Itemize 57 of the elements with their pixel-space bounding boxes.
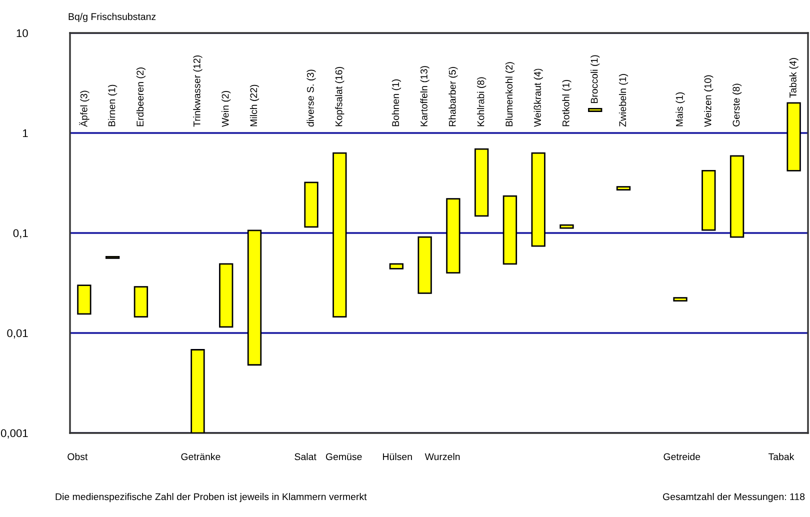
x-tick-label: Wein (2) <box>222 90 231 127</box>
x-tick-label: Rhabarber (5) <box>448 67 458 126</box>
bar <box>502 195 518 265</box>
x-tick-label: diverse S. (3) <box>306 70 316 127</box>
bar <box>730 155 744 238</box>
x-tick-label: Kohlrabi (8) <box>477 77 486 126</box>
bar <box>616 186 631 191</box>
y-tick-label: 0,1 <box>13 229 28 238</box>
x-tick-label: Gerste (8) <box>732 84 742 126</box>
bar <box>418 236 432 294</box>
bar <box>190 349 205 433</box>
x-tick-label: Erdbeeren (2) <box>136 68 146 126</box>
x-tick-label: Kopfsalat (16) <box>335 67 344 126</box>
x-tick-label: Bohnen (1) <box>392 79 401 126</box>
bar <box>134 286 148 318</box>
text: Tabak <box>768 453 794 460</box>
text: Gemüse <box>326 453 362 460</box>
bar <box>332 152 347 318</box>
bar <box>304 182 318 228</box>
bar <box>702 170 716 231</box>
bar <box>673 297 688 302</box>
x-tick-label: Blumenkohl (2) <box>505 62 514 126</box>
x-tick-label: Weißkraut (4) <box>534 68 543 127</box>
bar <box>786 102 801 172</box>
bar <box>77 284 92 315</box>
bar <box>389 263 404 270</box>
text: Obst <box>68 453 88 460</box>
x-tick-label: Rotkohl (1) <box>562 80 572 126</box>
y-tick-label: 1 <box>23 129 28 138</box>
text: Salat <box>294 453 316 460</box>
y-tick-label: 0,01 <box>7 329 28 338</box>
x-tick-label: Milch (22) <box>250 84 260 126</box>
bar <box>588 108 602 112</box>
x-tick-label: Tabak (4) <box>789 58 798 98</box>
text: Getränke <box>181 453 220 460</box>
x-tick-label: Mais (1) <box>676 92 685 126</box>
x-tick-label: Broccoli (1) <box>590 55 600 103</box>
bar <box>247 230 262 366</box>
x-tick-label: Trinkwasser (12) <box>193 56 202 127</box>
text: Gesamtzahl der Messungen: 118 <box>663 493 805 502</box>
y-tick-label: 0,001 <box>0 429 28 438</box>
x-tick-label: Kartoffeln (13) <box>420 66 430 126</box>
bar <box>474 148 489 217</box>
x-tick-label: Weizen (10) <box>704 75 714 127</box>
text: Die medienspezifische Zahl der Proben ist jeweils in Klammern vermerkt <box>56 493 367 502</box>
x-tick-label: Äpfel (3) <box>79 90 90 127</box>
x-tick-label: Birnen (1) <box>108 84 118 126</box>
bar <box>446 198 460 274</box>
bar <box>219 263 234 328</box>
text: Hülsen <box>383 453 412 460</box>
text: Wurzeln <box>424 453 460 460</box>
y-tick-label: 10 <box>16 29 28 38</box>
bar <box>560 224 574 229</box>
y-axis-title: Bq/g Frischsubstanz <box>68 12 156 22</box>
x-tick-label: Zwiebeln (1) <box>618 74 628 127</box>
text: Getreide <box>664 453 700 460</box>
bar <box>531 152 546 247</box>
